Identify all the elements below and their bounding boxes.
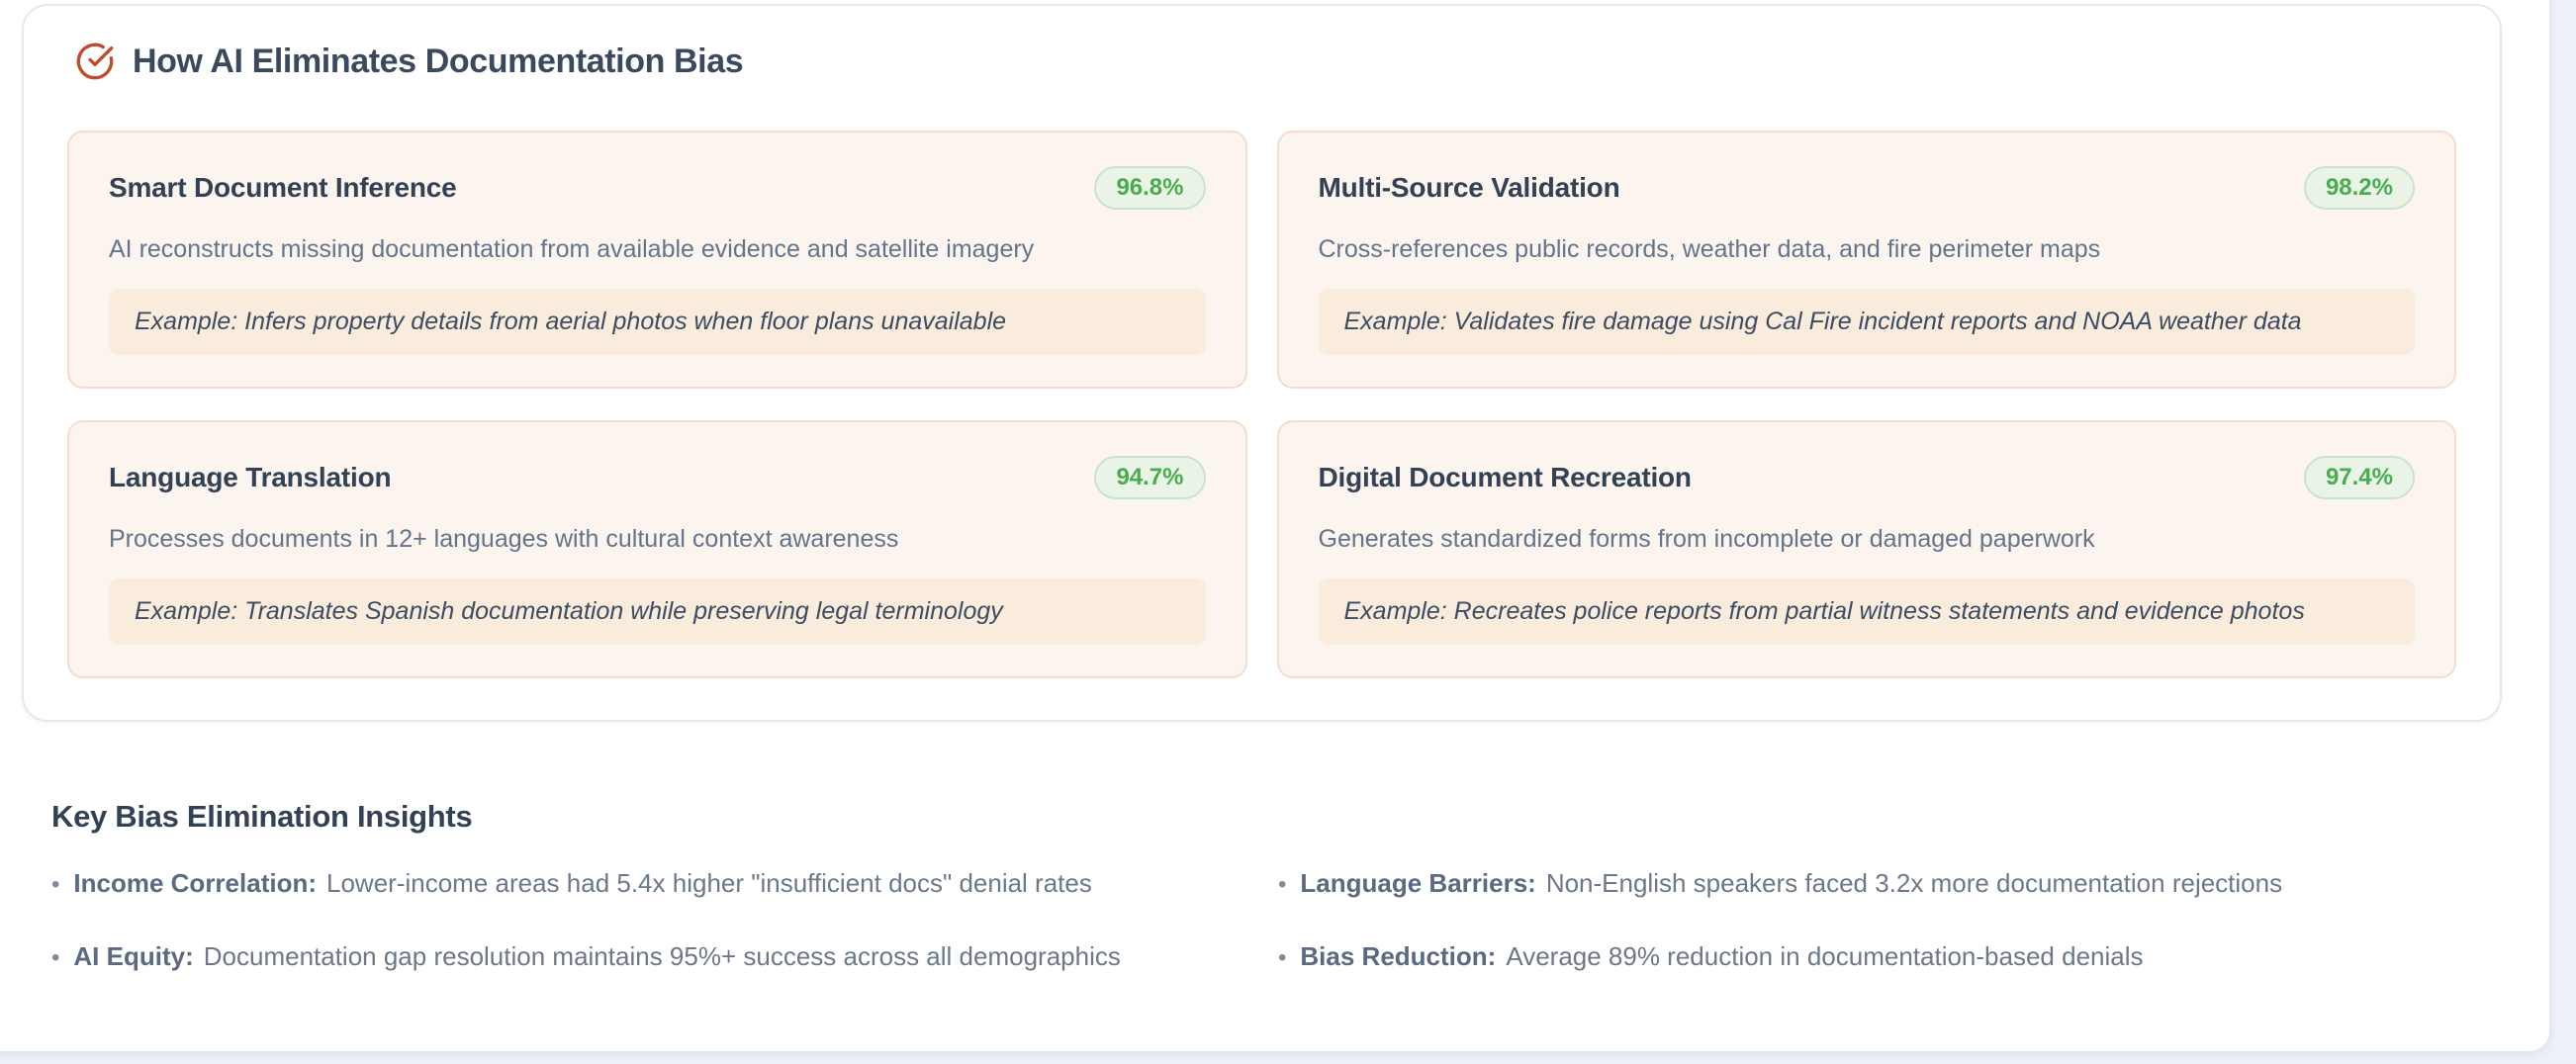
accuracy-badge: 96.8%: [1094, 166, 1206, 210]
accuracy-badge: 97.4%: [2303, 456, 2415, 499]
capability-title: Smart Document Inference: [109, 172, 457, 203]
insight-text: Non-English speakers faced 3.2x more doc…: [1545, 868, 2283, 898]
capability-example: Example: Recreates police reports from p…: [1318, 578, 2415, 645]
capability-title: Language Translation: [109, 462, 392, 492]
capability-example: Example: Validates fire damage using Cal…: [1318, 289, 2415, 355]
insight-label: Income Correlation:: [73, 868, 317, 898]
insights-grid: • Income Correlation: Lower-income areas h…: [51, 868, 2485, 973]
insight-text: Lower-income areas had 5.4x higher "insu…: [326, 868, 1092, 898]
insight-ai-equity: • AI Equity: Documentation gap resolution …: [51, 941, 1270, 973]
capability-example: Example: Infers property details from ae…: [109, 289, 1206, 355]
insight-bias-reduction: • Bias Reduction: Average 89% reduction in…: [1278, 941, 2485, 973]
insight-label: AI Equity:: [73, 940, 194, 971]
capability-title: Multi-Source Validation: [1318, 172, 1620, 203]
section-header: How AI Eliminates Documentation Bias: [75, 42, 2456, 81]
capability-card-header: Language Translation 94.7%: [109, 456, 1206, 499]
capability-card-language-translation: Language Translation 94.7% Processes doc…: [67, 420, 1247, 678]
capability-card-smart-document-inference: Smart Document Inference 96.8% AI recons…: [67, 131, 1247, 389]
capability-title: Digital Document Recreation: [1318, 462, 1693, 492]
insight-language-barriers: • Language Barriers: Non-English speakers …: [1278, 868, 2485, 900]
capability-card-header: Smart Document Inference 96.8%: [109, 166, 1206, 210]
insights-section: Key Bias Elimination Insights • Income Co…: [51, 799, 2485, 973]
insight-label: Bias Reduction:: [1300, 940, 1497, 971]
bullet-icon: •: [51, 943, 60, 971]
capability-description: Cross-references public records, weather…: [1318, 235, 2101, 263]
section-title: How AI Eliminates Documentation Bias: [133, 42, 744, 80]
accuracy-badge: 94.7%: [1094, 456, 1206, 499]
capabilities-grid: Smart Document Inference 96.8% AI recons…: [67, 131, 2456, 678]
insights-heading: Key Bias Elimination Insights: [51, 799, 473, 834]
capability-card-header: Multi-Source Validation 98.2%: [1318, 166, 2415, 210]
capability-description: AI reconstructs missing documentation fr…: [109, 235, 1035, 263]
bullet-icon: •: [1278, 871, 1287, 898]
capability-description: Generates standardized forms from incomp…: [1318, 525, 2095, 553]
capability-card-digital-document-recreation: Digital Document Recreation 97.4% Genera…: [1276, 420, 2456, 678]
insight-text: Documentation gap resolution maintains 9…: [203, 940, 1121, 971]
capability-description: Processes documents in 12+ languages wit…: [109, 525, 899, 553]
bullet-icon: •: [51, 871, 60, 898]
insight-income-correlation: • Income Correlation: Lower-income areas h…: [51, 868, 1270, 900]
ai-bias-section-card: How AI Eliminates Documentation Bias Sma…: [22, 4, 2502, 722]
insight-label: Language Barriers:: [1300, 868, 1536, 898]
capability-example: Example: Translates Spanish documentatio…: [109, 578, 1206, 645]
insight-text: Average 89% reduction in documentation-b…: [1506, 940, 2144, 971]
bullet-icon: •: [1278, 943, 1287, 971]
capability-card-header: Digital Document Recreation 97.4%: [1318, 456, 2415, 499]
check-circle-icon: [76, 43, 114, 80]
accuracy-badge: 98.2%: [2303, 166, 2415, 210]
capability-card-multi-source-validation: Multi-Source Validation 98.2% Cross-refe…: [1276, 131, 2456, 389]
content-panel-inner: How AI Eliminates Documentation Bias Sma…: [2, 2, 2538, 1051]
